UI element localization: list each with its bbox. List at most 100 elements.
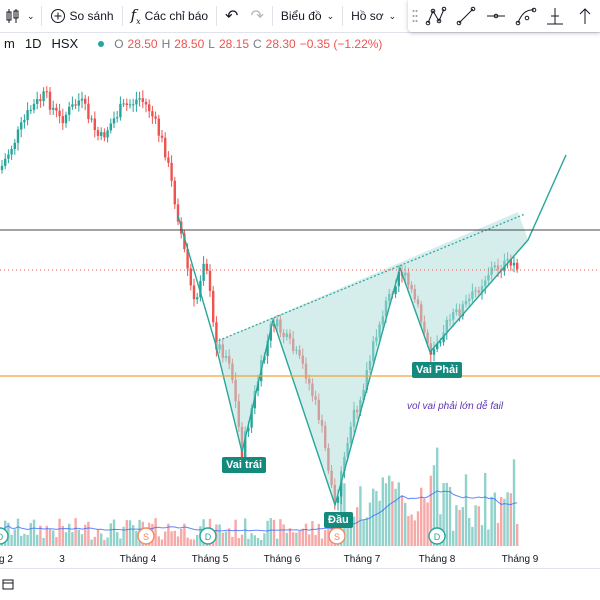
split-icon[interactable]: S (328, 527, 346, 545)
volume-bar (160, 539, 164, 546)
volume-bar (391, 481, 394, 546)
horizontal-line-icon[interactable] (483, 2, 509, 30)
chart-menu-button[interactable]: Biểu đồ ⌄ (275, 4, 340, 28)
volume-bar (218, 524, 221, 546)
arrow-icon[interactable] (572, 2, 598, 30)
candle-body (125, 103, 128, 106)
volume-bar (506, 492, 509, 546)
volume-bar (372, 488, 375, 546)
volume-bar (308, 534, 311, 546)
curve-icon[interactable] (513, 2, 539, 30)
indicators-label: Các chỉ báo (144, 9, 209, 23)
volume-bar (477, 506, 480, 546)
volume-bar (378, 500, 381, 546)
volume-bar (493, 492, 496, 546)
drag-handle-icon[interactable] (410, 2, 419, 30)
volume-bar (61, 525, 64, 546)
volume-bar (452, 530, 455, 546)
dividend-icon[interactable]: D (428, 527, 446, 545)
volume-bar (42, 538, 45, 546)
candle-body (160, 135, 164, 138)
volume-bar (240, 534, 244, 546)
candle-body (141, 98, 144, 102)
volume-bar (96, 529, 100, 546)
volume-bar (84, 524, 87, 546)
candle-body (109, 123, 112, 131)
dividend-icon[interactable]: D (0, 527, 9, 545)
volume-bar (224, 531, 228, 546)
candle-body (90, 118, 93, 120)
candle-body (170, 162, 173, 181)
profile-menu-button[interactable]: Hồ sơ ⌄ (345, 4, 402, 28)
compare-button[interactable]: So sánh (44, 4, 120, 28)
volume-bar (359, 486, 362, 546)
volume-bar (10, 534, 13, 546)
volume-bar (228, 528, 231, 546)
volume-bar (416, 511, 420, 546)
open-value: 28.50 (127, 36, 158, 51)
volume-bar (295, 532, 298, 546)
volume-bar (170, 531, 173, 546)
low-key: L (208, 36, 215, 51)
volume-bar (423, 498, 426, 546)
redo-button[interactable]: ↷ (244, 4, 269, 28)
volume-bar (496, 522, 500, 546)
head-label[interactable]: Đầu (324, 512, 353, 528)
volume-bar (362, 520, 365, 546)
right-shoulder-label[interactable]: Vai Phải (412, 362, 463, 378)
fib-icon[interactable] (542, 2, 568, 30)
interval[interactable]: 1D (24, 36, 42, 51)
volume-bar (116, 532, 119, 546)
volume-bar (196, 534, 199, 546)
dividend-icon[interactable]: D (199, 527, 217, 545)
candle-body (93, 118, 96, 131)
volume-bar (349, 516, 352, 546)
volume-note[interactable]: vol vai phải lớn dễ fail (407, 401, 504, 412)
price-chart[interactable]: DSDSD (0, 60, 600, 548)
candle-type-button[interactable]: ⌄ (0, 4, 39, 28)
symbol-name[interactable]: m (4, 36, 15, 51)
volume-bar (55, 537, 58, 546)
volume-bar (186, 537, 189, 546)
volume-bar (231, 536, 234, 546)
trend-line-icon[interactable] (453, 2, 479, 30)
volume-bar (279, 519, 282, 546)
time-axis[interactable]: g 2 3 Tháng 4 Tháng 5 Tháng 6 Tháng 7 Th… (0, 548, 600, 568)
candle-body (122, 103, 125, 105)
volume-bar (436, 447, 439, 546)
volume-bar (346, 525, 349, 546)
candle-body (52, 107, 55, 110)
volume-bar (365, 517, 368, 546)
calendar-icon[interactable] (2, 578, 14, 590)
volume-bar (164, 531, 167, 546)
volume-bar (272, 519, 276, 546)
candle-body (4, 158, 7, 166)
candle-body (0, 165, 4, 170)
indicators-button[interactable]: fx Các chỉ báo (125, 4, 214, 28)
volume-bar (122, 526, 125, 546)
volume-bar (20, 535, 23, 546)
volume-bar (112, 519, 116, 546)
candle-body (212, 290, 215, 323)
volume-bar (269, 518, 272, 546)
volume-bar (404, 502, 407, 546)
candle-body (192, 285, 196, 300)
volume-bar (480, 525, 484, 546)
left-shoulder-label[interactable]: Vai trái (222, 457, 267, 473)
candle-body (48, 91, 52, 110)
candle-body (23, 120, 26, 123)
low-value: 28.15 (218, 36, 249, 51)
volume-bar (106, 537, 109, 546)
candle-body (20, 122, 23, 130)
candle-body (100, 132, 103, 136)
split-icon[interactable]: S (137, 527, 155, 545)
candle-body (250, 408, 253, 428)
volume-bar (381, 477, 384, 546)
candle-body (135, 99, 138, 105)
volume-bar (103, 539, 106, 546)
volume-bar (253, 535, 256, 546)
nodes-icon[interactable] (423, 2, 449, 30)
volume-bar (429, 475, 432, 546)
candle-body (13, 142, 16, 150)
undo-button[interactable]: ↶ (219, 4, 244, 28)
